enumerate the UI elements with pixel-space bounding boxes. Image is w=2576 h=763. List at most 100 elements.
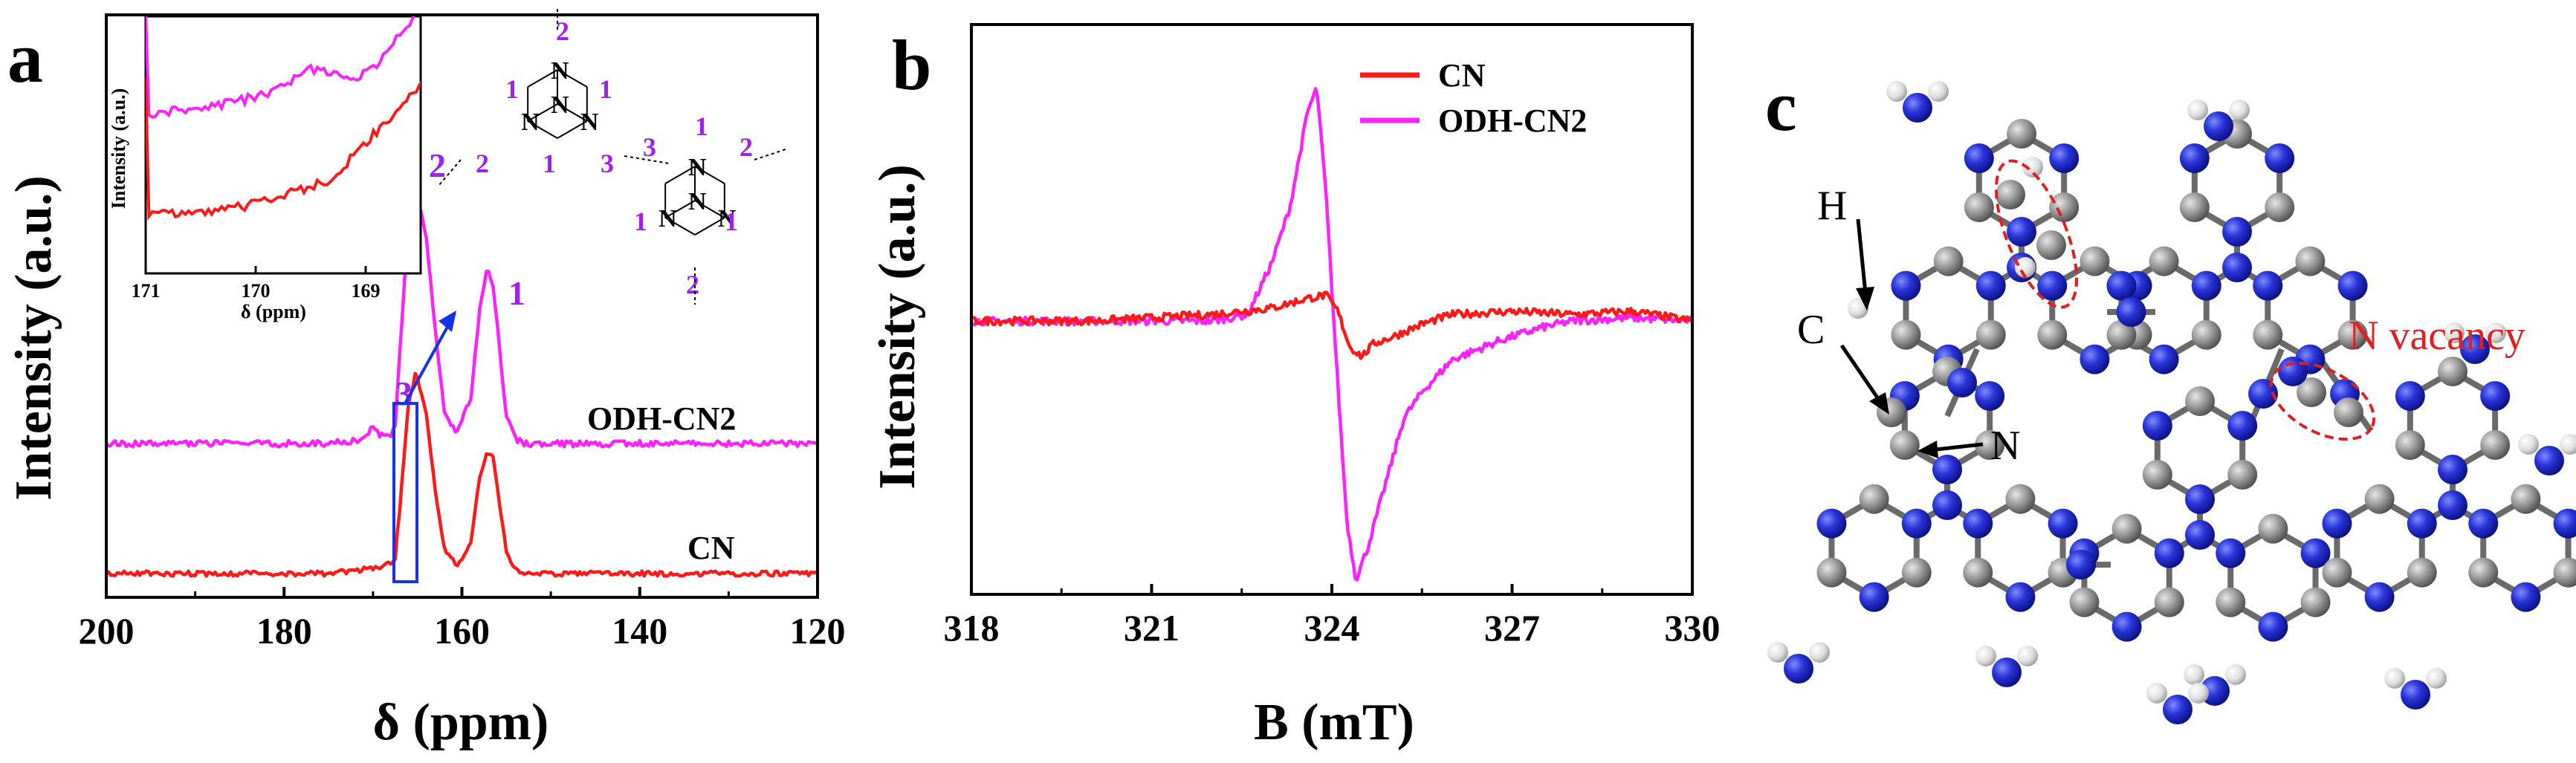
atom-nitrogen — [1992, 658, 2022, 687]
atom-nitrogen — [2048, 508, 2078, 539]
panel-a-line-cn — [106, 371, 818, 578]
atom-carbon — [1889, 430, 1920, 460]
atom-n: N — [658, 205, 677, 233]
inset-y-title: Intensity (a.u.) — [108, 88, 129, 210]
position-label: 1 — [543, 149, 556, 178]
atom-nitrogen — [2154, 538, 2184, 568]
atom-carbon — [2395, 430, 2425, 460]
atom-hydrogen — [2022, 157, 2043, 178]
atom-carbon — [2069, 587, 2100, 617]
atom-nitrogen — [2106, 270, 2137, 301]
atom-nitrogen — [2337, 270, 2368, 301]
legend-label-odh: ODH-CN2 — [1438, 103, 1587, 139]
atom-carbon — [2036, 230, 2066, 260]
panel-b-axes: 318 321 324 327 330 — [944, 584, 1721, 649]
panel-c: c N vacancy H C N — [1765, 66, 2576, 724]
atom-hydrogen — [2187, 100, 2208, 120]
atom-carbon — [2438, 357, 2467, 386]
atom-hydrogen — [2146, 683, 2167, 704]
panel-a-line-odh-cn2 — [106, 190, 818, 449]
atom-hydrogen — [1886, 81, 1907, 102]
atom-nitrogen — [1901, 508, 1932, 539]
atom-carbon — [1933, 246, 1964, 276]
atom-carbon — [2407, 557, 2437, 588]
panel-a-x-tick-label: 120 — [790, 610, 846, 652]
atom-nitrogen — [2468, 508, 2499, 539]
panel-b-letter: b — [892, 25, 931, 105]
atom-carbon — [2142, 460, 2172, 490]
atom-nitrogen — [2179, 143, 2210, 173]
inset-x-tick-label: 169 — [352, 280, 381, 302]
atom-nitrogen — [2149, 344, 2179, 374]
atom-nitrogen — [2395, 381, 2425, 411]
position-label: 1 — [695, 111, 708, 141]
bond — [527, 120, 558, 139]
atom-nitrogen — [2037, 270, 2068, 301]
panel-a-series — [106, 190, 818, 578]
bond — [527, 103, 558, 122]
arrow-h — [1856, 218, 1868, 294]
atom-hydrogen — [2518, 434, 2539, 455]
inset-x-tick-label: 171 — [132, 280, 161, 302]
atom-label-h: H — [1817, 183, 1847, 229]
atom-hydrogen — [2229, 100, 2250, 120]
bond — [664, 200, 696, 218]
atom-nitrogen — [1975, 270, 2006, 301]
atom-carbon — [1975, 319, 2006, 350]
atom-nitrogen — [2278, 357, 2308, 386]
atoms — [1767, 81, 2576, 724]
atom-nitrogen — [2460, 334, 2490, 364]
atom-carbon — [2106, 319, 2137, 350]
atom-n: N — [688, 154, 707, 181]
position-label: 3 — [601, 149, 614, 178]
atom-carbon — [2295, 246, 2326, 276]
atom-carbon — [2468, 557, 2499, 588]
atom-carbon — [2049, 192, 2080, 222]
atom-nitrogen — [2300, 538, 2331, 568]
peak-label-2: 2 — [429, 146, 446, 184]
atom-nitrogen — [2066, 550, 2096, 579]
bond — [557, 120, 588, 139]
atom-carbon — [1891, 319, 1921, 350]
atom-hydrogen — [2444, 322, 2465, 343]
position-label: 2 — [740, 132, 753, 162]
atom-carbon — [1901, 557, 1932, 588]
atom-carbon — [2185, 386, 2215, 416]
atom-carbon — [2334, 397, 2363, 427]
panel-a-x-tick-label: 180 — [256, 610, 312, 652]
atom-nitrogen — [2216, 538, 2246, 568]
atom-nitrogen — [2227, 411, 2258, 441]
peak-label-1: 1 — [508, 274, 525, 312]
atom-nitrogen — [1859, 582, 1889, 612]
atom-carbon — [2154, 587, 2184, 617]
atom-carbon — [2149, 246, 2179, 276]
position-label: 1 — [599, 74, 612, 104]
atom-carbon — [2191, 319, 2221, 350]
atom-nitrogen — [2258, 611, 2288, 642]
atom-label-c: C — [1797, 307, 1825, 353]
position-label: 3 — [643, 132, 656, 162]
arrow-c — [1839, 344, 1881, 401]
atom-nitrogen — [2253, 270, 2283, 301]
atom-nitrogen — [2185, 484, 2215, 514]
atom-carbon — [2300, 587, 2331, 617]
atom-nitrogen — [2111, 611, 2142, 642]
panel-b-y-axis-title: Intensity (a.u.) — [869, 164, 926, 490]
atom-nitrogen — [1891, 270, 1921, 301]
atom-hydrogen — [2485, 322, 2506, 343]
atom-nitrogen — [1932, 455, 1962, 484]
atom-hydrogen — [2188, 683, 2209, 704]
panel-b: b 318 321 324 327 330 B (mT) Intensity (a.u.… — [869, 23, 1721, 751]
inset: 171 170 169 Intensity (a.u.) δ (ppm) — [108, 15, 422, 322]
bond — [694, 166, 725, 184]
atom-nitrogen — [1903, 93, 1932, 123]
atom-n: N — [551, 57, 569, 85]
atom-nitrogen — [2265, 143, 2295, 173]
panel-a-label-odh: ODH-CN2 — [587, 400, 736, 437]
panel-b-legend: CN ODH-CN2 — [1360, 57, 1587, 139]
arrow-h-head — [1856, 287, 1874, 311]
atom-nitrogen — [2480, 381, 2511, 411]
atom-nitrogen — [2005, 582, 2036, 612]
panel-b-x-tick-label: 324 — [1304, 607, 1360, 649]
